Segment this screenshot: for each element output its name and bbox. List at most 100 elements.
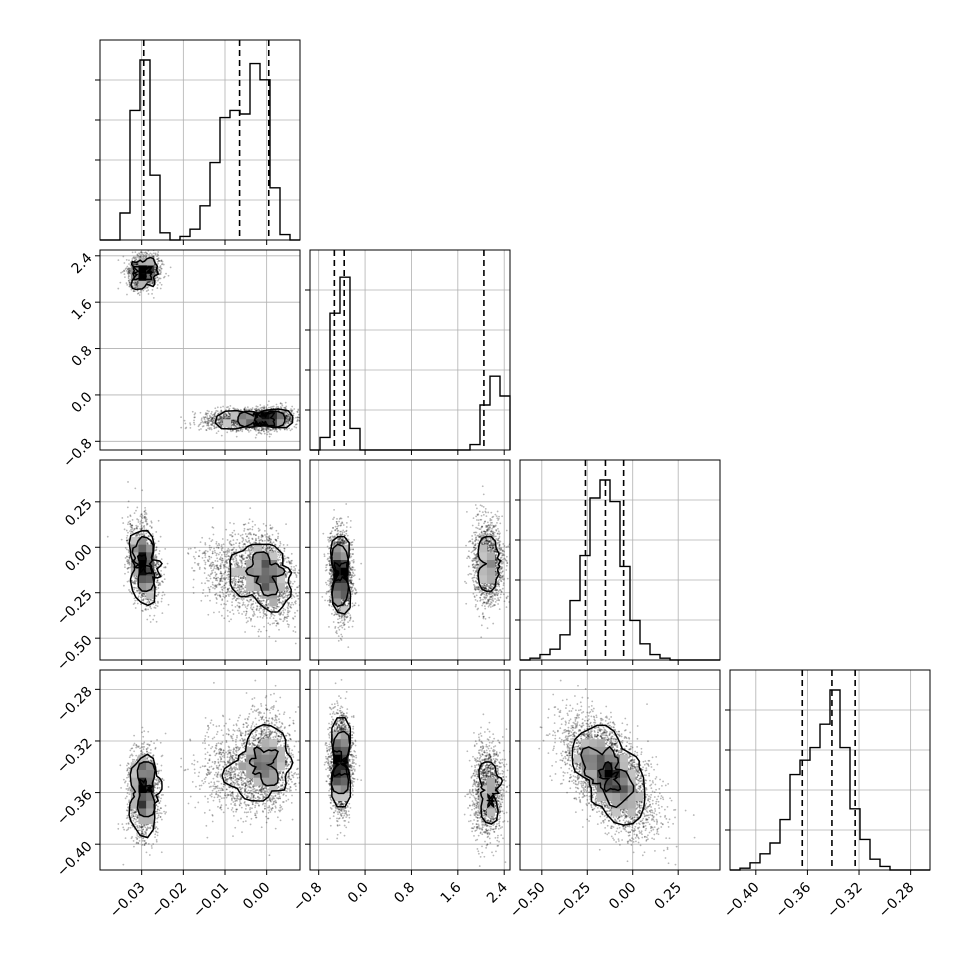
histogram-0 xyxy=(100,59,300,241)
sample-point xyxy=(235,562,238,565)
sample-point xyxy=(266,533,269,535)
sample-point xyxy=(144,595,146,598)
sample-point xyxy=(143,513,146,516)
sample-point xyxy=(489,550,492,553)
sample-point xyxy=(155,546,158,549)
sample-point xyxy=(277,553,280,556)
sample-point xyxy=(360,562,363,565)
sample-point xyxy=(222,405,225,408)
sample-point xyxy=(251,520,254,523)
sample-point xyxy=(137,254,140,257)
sample-point xyxy=(350,569,353,572)
sample-point xyxy=(280,561,283,564)
sample-point xyxy=(339,540,341,543)
density-cell xyxy=(276,567,285,576)
sample-point xyxy=(481,585,484,588)
panel-frame xyxy=(729,669,931,871)
sample-point xyxy=(286,573,288,575)
sample-point xyxy=(499,569,501,571)
sample-point xyxy=(472,542,475,545)
sample-point xyxy=(234,425,237,427)
sample-point xyxy=(135,283,138,286)
sample-point xyxy=(145,518,148,521)
sample-point xyxy=(231,604,234,607)
sample-point xyxy=(219,565,222,568)
sample-point xyxy=(146,618,149,621)
sample-point xyxy=(268,547,271,550)
sample-point xyxy=(343,534,346,537)
sample-point xyxy=(270,433,273,436)
sample-point xyxy=(297,413,300,416)
sample-point xyxy=(223,596,226,599)
sample-point xyxy=(261,408,264,411)
sample-point xyxy=(136,525,139,528)
sample-point xyxy=(219,563,222,566)
sample-point xyxy=(212,533,215,536)
sample-point xyxy=(241,556,244,559)
sample-point xyxy=(156,283,159,286)
sample-point xyxy=(140,594,143,597)
sample-point xyxy=(270,608,273,611)
sample-point xyxy=(330,612,333,615)
sample-point xyxy=(214,559,217,562)
sample-point xyxy=(295,426,298,429)
sample-point xyxy=(141,599,144,601)
sample-point xyxy=(198,424,201,426)
sample-point xyxy=(349,519,352,522)
sample-point xyxy=(505,596,508,599)
sample-point xyxy=(269,429,272,432)
sample-point xyxy=(258,599,261,602)
sample-point xyxy=(245,556,248,559)
sample-point xyxy=(140,525,143,528)
sample-point xyxy=(145,516,147,519)
sample-point xyxy=(234,575,237,578)
sample-point xyxy=(225,409,227,411)
sample-point xyxy=(353,574,356,577)
sample-point xyxy=(267,622,270,625)
sample-point xyxy=(236,538,239,541)
sample-point xyxy=(477,607,480,610)
sample-point xyxy=(244,543,246,545)
sample-point xyxy=(471,564,474,566)
sample-point xyxy=(224,577,227,580)
sample-point xyxy=(486,525,489,527)
sample-point xyxy=(244,545,247,548)
sample-point xyxy=(232,587,235,590)
sample-point xyxy=(495,557,498,560)
sample-point xyxy=(231,548,234,551)
sample-point xyxy=(481,592,484,595)
sample-point xyxy=(250,618,252,620)
sample-point xyxy=(218,415,221,418)
sample-point xyxy=(254,408,257,411)
sample-point xyxy=(495,558,497,561)
sample-point xyxy=(220,422,223,424)
sample-point xyxy=(251,603,254,606)
sample-point xyxy=(215,573,218,576)
sample-point xyxy=(334,529,336,532)
sample-point xyxy=(289,417,292,420)
sample-point xyxy=(490,585,493,588)
sample-point xyxy=(475,538,478,541)
sample-point xyxy=(217,568,219,571)
sample-point xyxy=(235,562,238,564)
sample-point xyxy=(268,406,270,409)
sample-point xyxy=(268,539,270,542)
sample-point xyxy=(217,412,220,415)
sample-point xyxy=(481,584,484,587)
sample-point xyxy=(266,539,269,542)
sample-point xyxy=(126,293,128,296)
sample-point xyxy=(129,523,132,525)
sample-point xyxy=(490,530,493,533)
sample-point xyxy=(494,588,497,591)
sample-point xyxy=(220,572,223,575)
sample-point xyxy=(294,631,297,633)
sample-point xyxy=(256,591,259,594)
sample-point xyxy=(286,596,289,599)
sample-point xyxy=(486,594,489,597)
sample-point xyxy=(208,420,211,422)
sample-point xyxy=(227,406,229,408)
panel-frame xyxy=(309,459,511,661)
sample-point xyxy=(144,515,147,518)
sample-point xyxy=(225,560,227,563)
sample-point xyxy=(205,429,208,431)
